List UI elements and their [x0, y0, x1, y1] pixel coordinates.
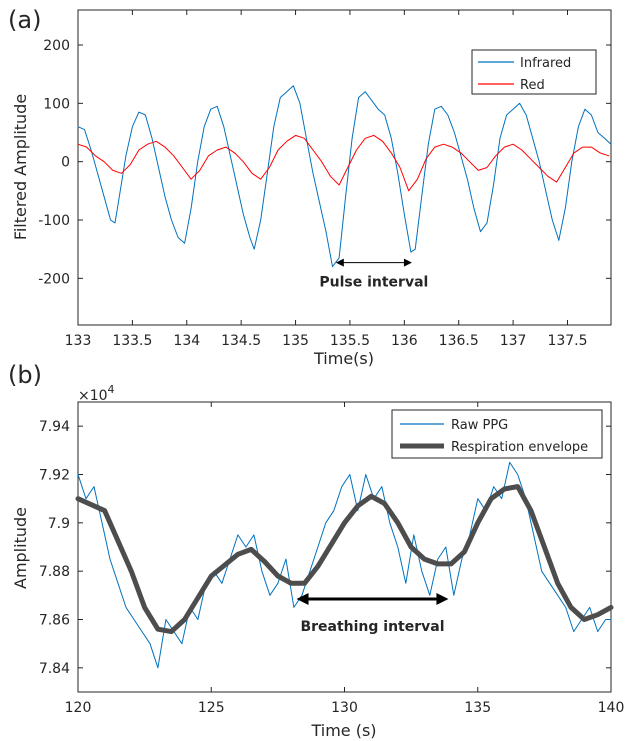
- annotation-a: Pulse interval: [319, 258, 428, 291]
- b-y-tick-label-4: 7.92: [39, 468, 70, 484]
- panel-b: (b) ×104 120 125 130 135 140 7.84 7.86 7.88 7.9 7…: [8, 361, 624, 740]
- a-annotation-label-0: Pulse interval: [319, 275, 428, 291]
- b-arrow-head-left-0: [296, 592, 309, 605]
- axis-ticks-b: 120 125 130 135 140 7.84 7.86 7.88 7.9 7.92 7.94: [39, 402, 625, 716]
- legend-label-raw-ppg: Raw PPG: [451, 418, 508, 433]
- a-y-tick-label-1: -100: [38, 213, 70, 229]
- a-x-tick-label-3: 134.5: [221, 333, 261, 349]
- y-axis-label-b: Amplitude: [11, 507, 30, 589]
- a-x-tick-label-7: 136.5: [439, 333, 479, 349]
- legend-b: Raw PPG Respiration envelope: [391, 409, 603, 459]
- a-arrow-head-left-0: [335, 258, 344, 267]
- b-series-respiration-envelope: [75, 484, 614, 635]
- panel-label-b: (b): [8, 361, 42, 389]
- series-group-b: [75, 461, 614, 669]
- a-x-tick-label-4: 135: [282, 333, 309, 349]
- x-axis-label-a: Time(s): [313, 349, 374, 368]
- a-x-tick-label-0: 133: [65, 333, 92, 349]
- b-x-tick-label-4: 140: [598, 700, 625, 716]
- panel-label-a: (a): [8, 6, 41, 34]
- legend-a: Infrared Red: [471, 49, 597, 95]
- legend-label-respiration-envelope: Respiration envelope: [451, 440, 588, 455]
- a-x-tick-label-5: 135.5: [330, 333, 370, 349]
- a-y-tick-label-3: 100: [43, 96, 70, 112]
- a-y-tick-label-0: -200: [38, 271, 70, 287]
- b-x-tick-label-1: 125: [198, 700, 225, 716]
- y-exponent-label-b: ×104: [78, 383, 115, 404]
- y-exponent-value-b: 4: [108, 383, 115, 396]
- b-x-tick-label-2: 130: [331, 700, 358, 716]
- b-y-tick-label-5: 7.94: [39, 419, 70, 435]
- legend-label-infrared: Infrared: [520, 56, 571, 71]
- b-x-tick-label-3: 135: [464, 700, 491, 716]
- a-y-tick-label-4: 200: [43, 38, 70, 54]
- series-group-a: [77, 85, 612, 268]
- a-x-tick-label-9: 137.5: [547, 333, 587, 349]
- a-y-tick-label-2: 0: [61, 155, 70, 171]
- a-series-red: [77, 134, 610, 192]
- b-x-tick-label-0: 120: [65, 700, 92, 716]
- a-x-tick-label-1: 133.5: [112, 333, 152, 349]
- b-y-tick-label-2: 7.88: [39, 564, 70, 580]
- b-y-tick-label-3: 7.9: [48, 516, 70, 532]
- annotation-b: Breathing interval: [296, 592, 449, 635]
- a-x-tick-label-8: 137: [500, 333, 527, 349]
- a-arrow-head-right-0: [403, 258, 412, 267]
- legend-label-red: Red: [520, 78, 545, 93]
- x-axis-label-b: Time (s): [310, 721, 376, 740]
- a-x-tick-label-2: 134: [173, 333, 200, 349]
- a-series-infrared: [77, 85, 612, 268]
- y-axis-label-a: Filtered Amplitude: [11, 94, 30, 240]
- b-y-tick-label-0: 7.84: [39, 661, 70, 677]
- b-y-tick-label-1: 7.86: [39, 613, 70, 629]
- axis-ticks-a: 133 133.5 134 134.5 135 135.5 136 136.5 137 137.5…: [38, 10, 611, 349]
- b-arrow-head-right-0: [436, 592, 449, 605]
- panel-a: (a) 133 133.5 134 134.5 135 135.5 136 136.5 137 1…: [8, 6, 612, 368]
- b-annotation-label-0: Breathing interval: [300, 619, 444, 635]
- a-x-tick-label-6: 136: [391, 333, 418, 349]
